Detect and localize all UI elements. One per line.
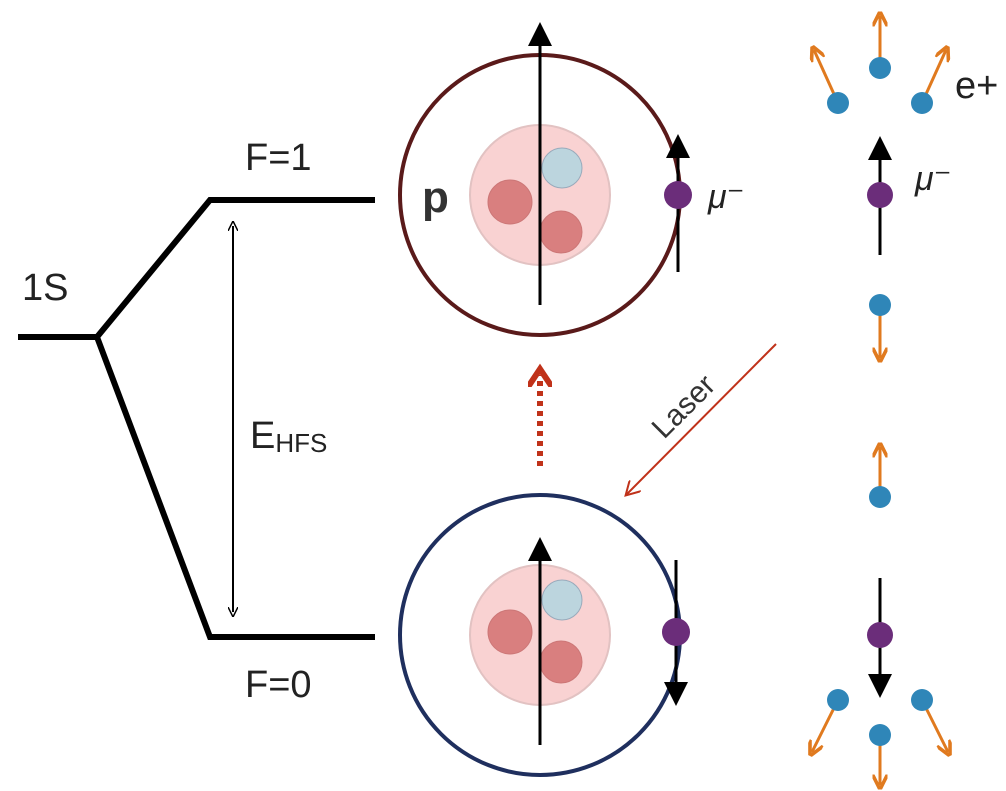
atom-lower: [400, 495, 690, 775]
label-f1: F=1: [245, 137, 312, 179]
decay-column: [812, 16, 948, 785]
label-muon-decay: μ⁻: [914, 160, 952, 198]
label-ehfs: EHFS: [250, 415, 327, 458]
energy-levels: [18, 200, 375, 637]
label-laser: Laser: [646, 369, 722, 445]
label-proton: p: [422, 173, 449, 222]
diagram: 1S F=1 F=0 EHFS p μ⁻ Laser: [0, 0, 1006, 791]
label-1s: 1S: [22, 267, 68, 309]
label-muon: μ⁻: [707, 178, 745, 216]
label-f0: F=0: [245, 664, 312, 706]
label-positron: e+: [955, 65, 998, 107]
label-hfs: HFS: [275, 428, 327, 458]
label-e: E: [250, 415, 275, 457]
